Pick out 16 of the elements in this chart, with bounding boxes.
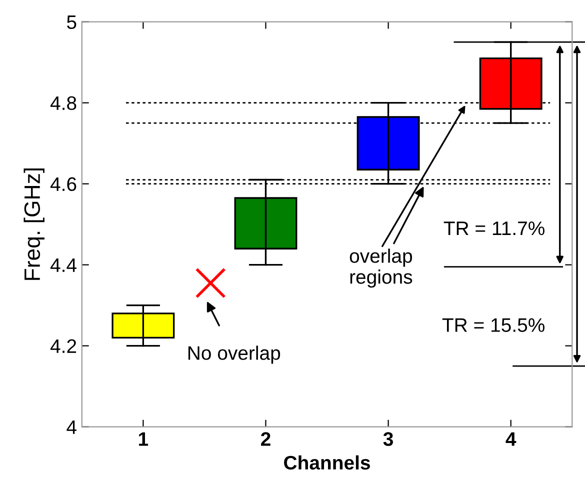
y-tick-label: 4.2: [50, 339, 76, 353]
y-tick-label: 4.6: [50, 177, 76, 192]
annotation: TR = 15.5%: [442, 318, 544, 332]
annotation: overlap regions: [350, 248, 412, 288]
y-tick-label: 4: [66, 420, 76, 434]
x-tick-label: 1: [138, 432, 148, 446]
x-tick-label: 4: [506, 432, 516, 446]
y-tick-label: 4.4: [50, 258, 76, 272]
x-axis-title: Channels: [284, 455, 370, 470]
y-axis-title: Freq. [GHz]: [24, 168, 44, 280]
annotation: No overlap: [188, 346, 280, 364]
y-tick-label: 4.8: [50, 96, 76, 110]
x-tick-label: 2: [261, 432, 270, 446]
x-tick-label: 3: [383, 432, 393, 446]
annotation: TR = 11.7%: [444, 222, 544, 236]
y-tick-label: 5: [67, 15, 76, 30]
